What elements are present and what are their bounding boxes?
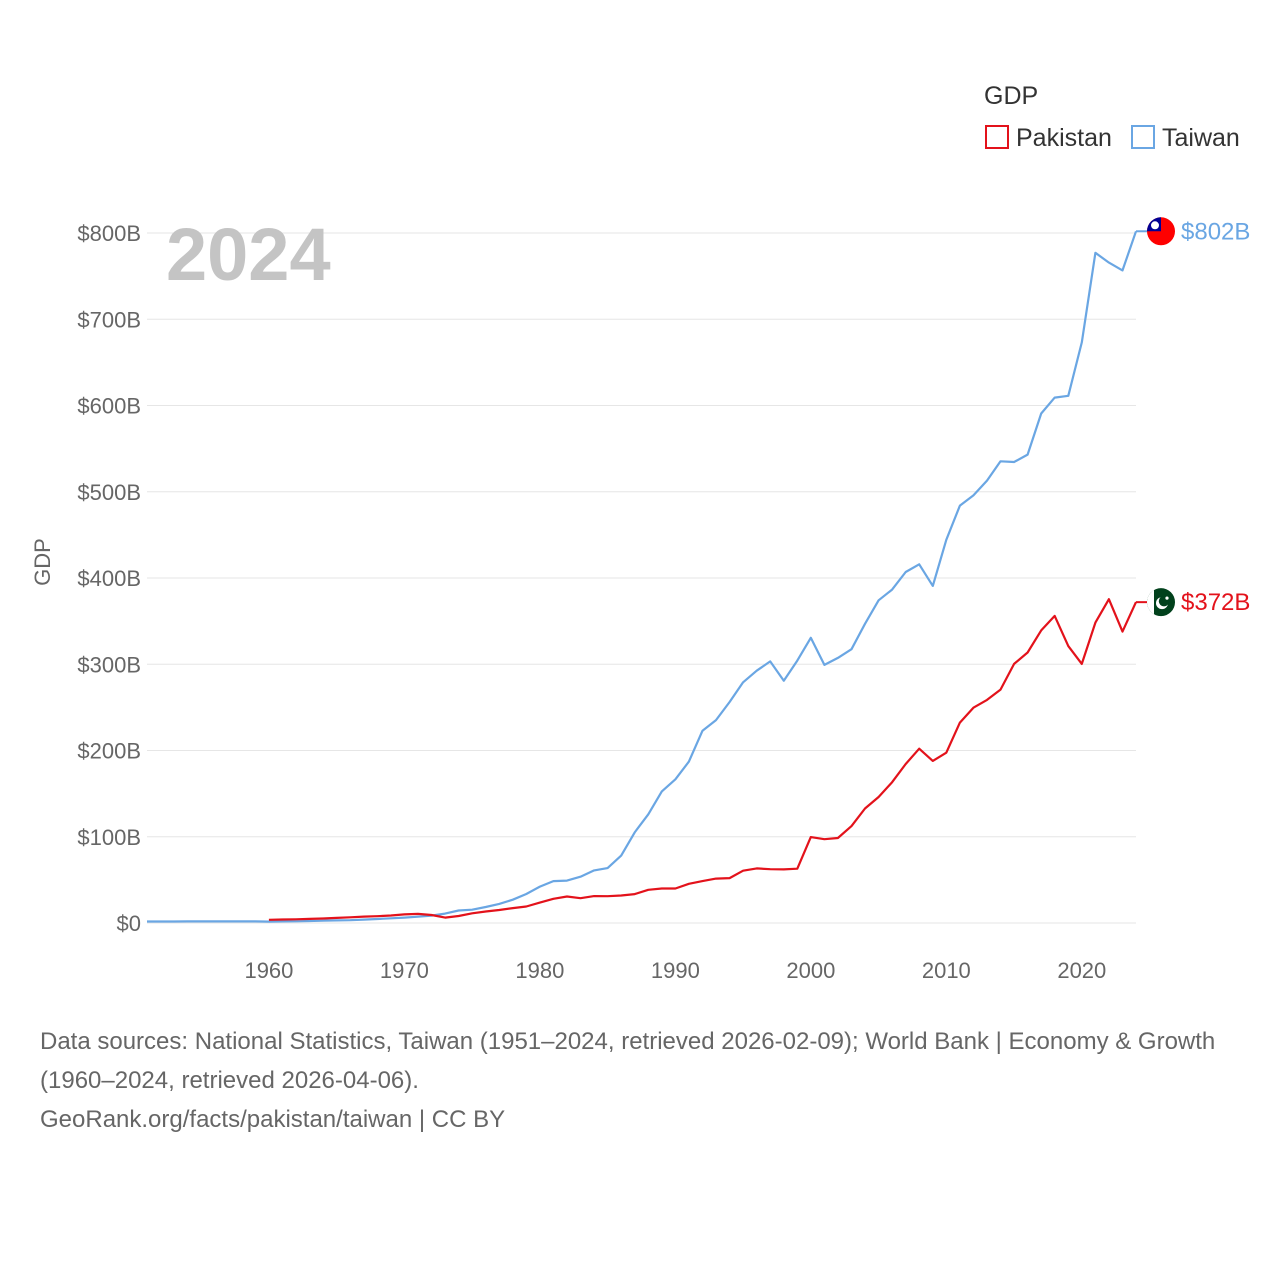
x-axis-ticks: 1960 1970 1980 1990 2000 2010 2020: [244, 958, 1106, 983]
series-line-taiwan[interactable]: [147, 230, 1138, 923]
x-tick-label: 1970: [380, 958, 429, 983]
y-tick-label: $0: [117, 911, 141, 936]
pakistan-flag-icon: [1147, 588, 1175, 617]
legend-swatch-taiwan: [1131, 125, 1155, 149]
y-axis-ticks: $0 $100B $200B $300B $400B $500B $600B $700B $80…: [77, 221, 141, 936]
end-labels: $802B $372B: [1136, 217, 1250, 617]
year-label: 2024: [166, 213, 331, 296]
gridlines: [147, 232, 1136, 924]
legend: GDP Pakistan Taiwan: [984, 82, 1240, 152]
y-tick-label: $500B: [77, 480, 141, 505]
x-tick-label: 1990: [651, 958, 700, 983]
legend-label-taiwan[interactable]: Taiwan: [1162, 124, 1240, 152]
footer: Data sources: National Statistics, Taiwa…: [40, 1022, 1240, 1139]
y-tick-label: $700B: [77, 307, 141, 332]
x-tick-label: 1980: [515, 958, 564, 983]
y-axis-label: GDP: [30, 538, 55, 586]
legend-label-pakistan[interactable]: Pakistan: [1016, 124, 1112, 152]
series-line-pakistan[interactable]: [268, 598, 1138, 921]
x-tick-label: 2020: [1057, 958, 1106, 983]
legend-swatch-pakistan: [985, 125, 1009, 149]
y-tick-label: $600B: [77, 394, 141, 419]
data-sources-text: Data sources: National Statistics, Taiwa…: [40, 1028, 1216, 1094]
y-tick-label: $100B: [77, 825, 141, 850]
taiwan-flag-icon: [1147, 217, 1175, 246]
x-tick-label: 2000: [786, 958, 835, 983]
end-label-pakistan: $372B: [1181, 589, 1250, 616]
y-tick-label: $800B: [77, 221, 141, 246]
end-label-taiwan: $802B: [1181, 218, 1250, 245]
y-tick-label: $200B: [77, 739, 141, 764]
legend-title: GDP: [984, 82, 1038, 110]
y-tick-label: $300B: [77, 652, 141, 677]
credit-text: GeoRank.org/facts/pakistan/taiwan | CC B…: [40, 1106, 506, 1133]
x-tick-label: 1960: [244, 958, 293, 983]
y-tick-label: $400B: [77, 566, 141, 591]
x-tick-label: 2010: [922, 958, 971, 983]
series-lines: [147, 230, 1138, 923]
gdp-line-chart: $0 $100B $200B $300B $400B $500B $600B $700B $80…: [30, 82, 1250, 983]
